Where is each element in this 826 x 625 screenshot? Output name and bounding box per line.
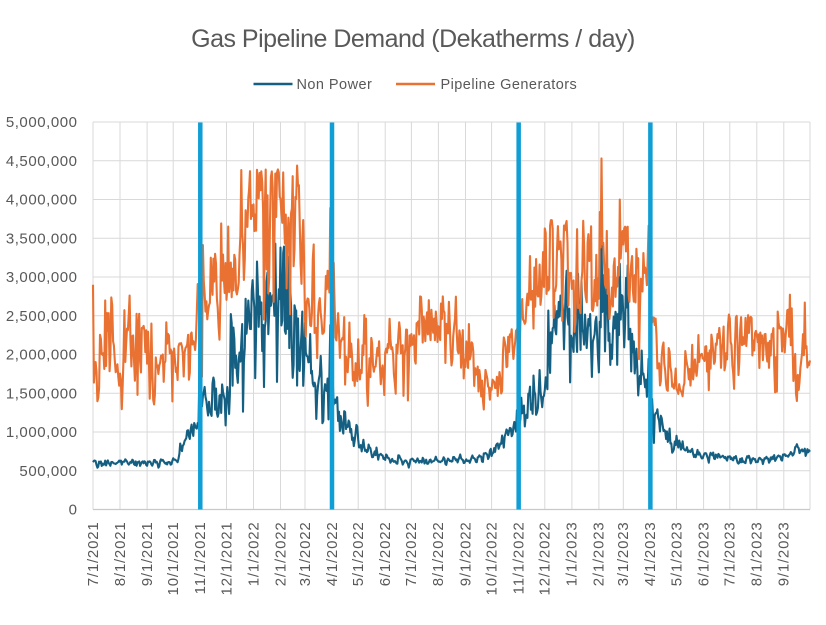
svg-text:7/1/2023: 7/1/2023 (722, 522, 739, 587)
svg-text:5/1/2022: 5/1/2022 (350, 522, 367, 587)
svg-text:6/1/2023: 6/1/2023 (695, 522, 712, 587)
svg-text:5/1/2023: 5/1/2023 (668, 522, 685, 587)
svg-text:3,500,000: 3,500,000 (6, 230, 78, 247)
svg-text:1,000,000: 1,000,000 (6, 424, 78, 441)
svg-text:Non Power: Non Power (297, 77, 373, 93)
svg-text:3/1/2023: 3/1/2023 (615, 522, 632, 587)
svg-text:9/1/2021: 9/1/2021 (139, 522, 156, 587)
svg-text:12/1/2022: 12/1/2022 (537, 522, 554, 596)
svg-text:9/1/2022: 9/1/2022 (457, 522, 474, 587)
svg-text:0: 0 (69, 502, 78, 519)
svg-text:9/1/2023: 9/1/2023 (776, 522, 793, 587)
svg-text:1/1/2022: 1/1/2022 (245, 522, 262, 587)
svg-text:1/1/2023: 1/1/2023 (564, 522, 581, 587)
svg-text:7/1/2021: 7/1/2021 (85, 522, 102, 587)
svg-text:Gas Pipeline Demand (Dekatherm: Gas Pipeline Demand (Dekatherms / day) (191, 25, 635, 53)
svg-text:10/1/2022: 10/1/2022 (483, 522, 500, 596)
svg-text:3,000,000: 3,000,000 (6, 269, 78, 286)
svg-text:4/1/2023: 4/1/2023 (642, 522, 659, 587)
svg-text:8/1/2022: 8/1/2022 (430, 522, 447, 587)
svg-text:11/1/2022: 11/1/2022 (511, 522, 528, 595)
svg-text:8/1/2021: 8/1/2021 (112, 522, 129, 587)
svg-text:2,000,000: 2,000,000 (6, 347, 78, 364)
svg-text:Pipeline Generators: Pipeline Generators (441, 77, 578, 93)
svg-text:5,000,000: 5,000,000 (6, 114, 78, 131)
svg-text:11/1/2021: 11/1/2021 (192, 522, 209, 595)
svg-text:2/1/2023: 2/1/2023 (591, 522, 608, 587)
svg-text:10/1/2021: 10/1/2021 (165, 522, 182, 596)
svg-text:8/1/2023: 8/1/2023 (749, 522, 766, 587)
svg-text:6/1/2022: 6/1/2022 (377, 522, 394, 587)
svg-text:2/1/2022: 2/1/2022 (272, 522, 289, 587)
svg-text:1,500,000: 1,500,000 (6, 385, 78, 402)
svg-text:4/1/2022: 4/1/2022 (324, 522, 341, 587)
svg-text:4,000,000: 4,000,000 (6, 192, 78, 209)
svg-text:500,000: 500,000 (19, 463, 77, 480)
svg-text:3/1/2022: 3/1/2022 (297, 522, 314, 587)
svg-text:12/1/2021: 12/1/2021 (218, 522, 235, 596)
svg-text:4,500,000: 4,500,000 (6, 153, 78, 170)
svg-text:2,500,000: 2,500,000 (6, 308, 78, 325)
svg-text:7/1/2022: 7/1/2022 (403, 522, 420, 587)
